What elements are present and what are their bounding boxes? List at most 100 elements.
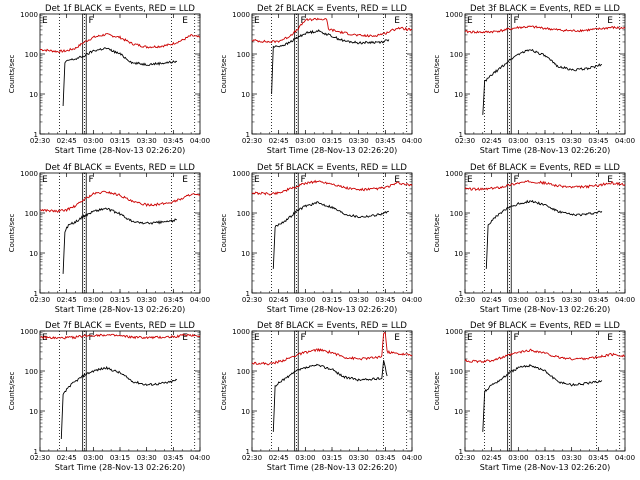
y-tick-label: 1000 [20,11,38,19]
interval-box [294,13,299,135]
x-tick-label: 03:00 [508,454,528,462]
interval-box [507,330,512,452]
chart-title: Det 9f BLACK = Events, RED = LLD [470,321,620,331]
event-marker-e: E [254,333,260,343]
chart-panel-2: Det 2f BLACK = Events, RED = LLD Counts/s… [220,4,422,155]
interval-box [507,172,512,294]
y-tick-label: 100 [450,51,463,59]
y-tick-label: 1000 [20,328,38,336]
y-tick-label: 10 [241,250,250,258]
series-lld-line [39,333,201,340]
x-tick-label: 03:45 [375,137,395,145]
y-tick-label: 1000 [20,170,38,178]
event-marker-e: E [254,175,260,185]
plot-frame [251,330,413,452]
series-events-line [272,201,389,269]
chart-title: Det 5f BLACK = Events, RED = LLD [257,163,407,173]
series-events-line [485,199,603,269]
plot-frame [464,330,626,452]
interval-box [294,330,299,452]
event-marker-e: E [467,16,473,26]
x-tick-label: 02:45 [269,454,289,462]
x-tick-label: 03:45 [163,296,183,304]
x-tick-label: 03:15 [322,296,342,304]
x-tick-label: 03:45 [163,137,183,145]
event-marker-e: E [394,333,400,343]
interval-box [82,172,87,294]
x-tick-label: 03:15 [535,137,555,145]
x-tick-label: 03:15 [535,454,555,462]
y-tick-label: 10 [454,91,463,99]
x-tick-label: 03:45 [588,296,608,304]
chart-panel-1: Det 1f BLACK = Events, RED = LLD Counts/s… [8,4,210,155]
x-tick-label: 03:00 [508,296,528,304]
x-tick-label: 03:30 [349,296,369,304]
x-tick-label: 02:30 [455,296,475,304]
x-tick-label: 03:00 [295,454,315,462]
y-tick-label: 1 [459,448,463,456]
y-tick-label: 10 [29,91,38,99]
x-tick-label: 03:15 [535,296,555,304]
x-tick-label: 03:30 [562,454,582,462]
y-tick-label: 1000 [445,328,463,336]
event-marker-e: E [467,333,473,343]
event-marker-e: E [182,16,188,26]
y-tick-label: 100 [25,51,38,59]
x-tick-label: 03:30 [349,137,369,145]
chart-panel-4: Det 4f BLACK = Events, RED = LLD Counts/s… [8,163,210,314]
event-marker-e: E [607,175,613,185]
chart-title: Det 3f BLACK = Events, RED = LLD [470,4,620,14]
chart-title: Det 6f BLACK = Events, RED = LLD [470,163,620,173]
y-tick-label: 1 [34,290,38,298]
x-tick-label: 02:45 [57,296,77,304]
x-tick-label: 03:30 [137,137,157,145]
x-tick-label: 03:15 [322,137,342,145]
x-axis-label: Start Time (28-Nov-13 02:26:20) [267,305,397,314]
x-tick-label: 02:45 [269,137,289,145]
event-marker-f: F [513,16,518,26]
x-tick-label: 02:30 [30,137,50,145]
plot-frame [251,172,413,294]
y-tick-label: 1 [34,448,38,456]
series-events-line [271,29,390,95]
plot-frame [464,172,626,294]
y-tick-label: 1000 [445,11,463,19]
x-tick-label: 02:45 [57,454,77,462]
event-marker-e: E [42,333,48,343]
x-tick-label: 03:00 [508,137,528,145]
y-axis-label: Counts/sec [220,55,228,94]
chart-title: Det 2f BLACK = Events, RED = LLD [257,4,407,14]
chart-title: Det 7f BLACK = Events, RED = LLD [45,321,195,331]
y-tick-label: 1 [34,131,38,139]
y-tick-label: 10 [454,250,463,258]
plot-frame [39,330,201,452]
y-tick-label: 100 [450,368,463,376]
x-tick-label: 03:45 [163,454,183,462]
event-marker-f: F [88,175,93,185]
x-tick-label: 03:30 [349,454,369,462]
event-marker-e: E [607,333,613,343]
x-tick-label: 03:00 [83,296,103,304]
y-tick-label: 100 [25,368,38,376]
y-tick-label: 1000 [445,170,463,178]
y-tick-label: 100 [237,368,250,376]
x-tick-label: 02:30 [30,454,50,462]
y-tick-label: 1 [459,290,463,298]
interval-box [294,172,299,294]
event-marker-e: E [394,16,400,26]
x-tick-label: 03:30 [562,137,582,145]
plot-frame [39,172,201,294]
y-tick-label: 10 [29,408,38,416]
event-marker-e: E [42,16,48,26]
x-axis-label: Start Time (28-Nov-13 02:26:20) [267,463,397,472]
y-tick-label: 1000 [232,328,250,336]
y-tick-label: 1 [246,448,250,456]
x-tick-label: 02:30 [30,296,50,304]
y-tick-label: 100 [25,210,38,218]
x-tick-label: 02:30 [242,137,262,145]
y-tick-label: 1000 [232,170,250,178]
event-marker-f: F [88,16,93,26]
series-lld-line [464,179,626,191]
x-tick-label: 02:45 [482,137,502,145]
